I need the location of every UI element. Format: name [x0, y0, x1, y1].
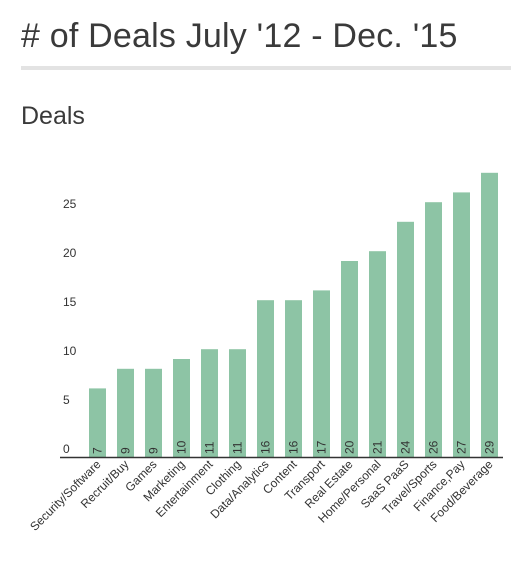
y-tick-label: 0 [63, 442, 70, 456]
bar-value-label: 17 [315, 440, 329, 454]
bar [117, 368, 134, 457]
title-divider [21, 66, 511, 70]
bar [341, 261, 358, 457]
bar [229, 349, 246, 457]
bar [89, 388, 106, 457]
bar [425, 202, 442, 457]
y-tick-label: 20 [63, 246, 77, 260]
bar-value-label: 29 [483, 440, 497, 454]
bar-value-label: 10 [175, 440, 189, 454]
bar-value-label: 16 [259, 440, 273, 454]
bar-value-label: 16 [287, 440, 301, 454]
bar-value-label: 7 [91, 447, 105, 454]
y-tick-label: 25 [63, 197, 77, 211]
bar [481, 172, 498, 458]
bar [257, 300, 274, 457]
bar [453, 192, 470, 457]
y-tick-label: 10 [63, 344, 77, 358]
bars [89, 172, 498, 458]
bar-value-label: 24 [399, 440, 413, 454]
bar [313, 290, 330, 457]
bar-value-label: 9 [147, 447, 161, 454]
bar [397, 221, 414, 457]
bar [285, 300, 302, 457]
bar-value-labels: 7 9 9 10 11 11 16 16 17 20 21 24 26 27 29 [91, 440, 497, 454]
bar-value-label: 9 [119, 447, 133, 454]
bar-value-label: 20 [343, 440, 357, 454]
x-axis-labels: Security/SoftwareRecruit/BuyGamesMarketi… [27, 457, 496, 534]
y-tick-label: 15 [63, 295, 77, 309]
bar-value-label: 26 [427, 440, 441, 454]
bar [173, 359, 190, 457]
y-tick-label: 5 [63, 393, 70, 407]
bar-value-label: 27 [455, 440, 469, 454]
y-axis-ticks: 0 5 10 15 20 25 [63, 197, 77, 456]
bar-value-label: 11 [203, 441, 217, 454]
bar-value-label: 21 [371, 440, 385, 454]
page-title: # of Deals July '12 - Dec. '15 [21, 17, 458, 55]
bar [145, 368, 162, 457]
bar [201, 349, 218, 457]
bar-value-label: 11 [231, 441, 245, 454]
bar [369, 251, 386, 457]
chart-title: Deals [21, 102, 85, 130]
